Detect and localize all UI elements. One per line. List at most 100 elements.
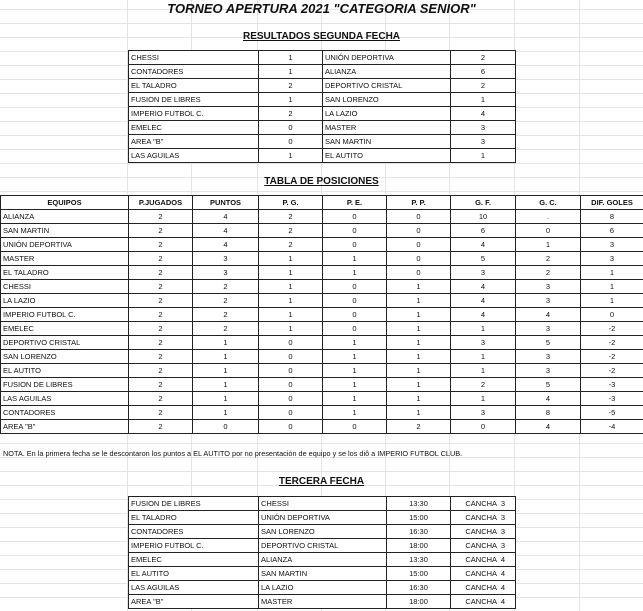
cell: 0 — [580, 307, 643, 322]
fixture-row: EL TALADRO UNIÓN DEPORTIVA 15:00 CANCHA 3 — [128, 510, 516, 525]
cell: CHESSI — [0, 279, 129, 294]
cell: 1 — [258, 293, 323, 308]
cell: 2 — [128, 377, 193, 392]
standings-row: CONTADORES 2 1 0 1 1 3 8 -5 — [0, 405, 643, 420]
cell: 1 — [258, 265, 323, 280]
cell: 4 — [192, 223, 259, 238]
cell: 0 — [258, 363, 323, 378]
cell: 8 — [515, 405, 581, 420]
cell: 1 — [322, 405, 387, 420]
cell: 6 — [450, 64, 516, 79]
cell: EMELEC — [128, 552, 259, 567]
cell: 1 — [258, 64, 323, 79]
cell: 1 — [580, 293, 643, 308]
cell: 2 — [128, 307, 193, 322]
cell: 0 — [258, 377, 323, 392]
cell: UNIÓN DEPORTIVA — [0, 237, 129, 252]
cell: 0 — [322, 307, 387, 322]
cell: 1 — [258, 321, 323, 336]
cell: 2 — [128, 391, 193, 406]
cell: 2 — [192, 321, 259, 336]
standings-row: FUSION DE LIBRES 2 1 0 1 1 2 5 -3 — [0, 377, 643, 392]
cell: 0 — [258, 419, 323, 434]
cell: 1 — [192, 349, 259, 364]
cell: SAN LORENZO — [0, 349, 129, 364]
fixture-row: EMELEC ALIANZA 13:30 CANCHA 4 — [128, 552, 516, 567]
column-header: P. E. — [322, 195, 387, 210]
cell: 1 — [322, 363, 387, 378]
cell: DEPORTIVO CRISTAL — [258, 538, 387, 553]
standings-row: EL AUTITO 2 1 0 1 1 1 3 -2 — [0, 363, 643, 378]
cell: 4 — [450, 279, 516, 294]
cell: 4 — [192, 237, 259, 252]
standings-row: CHESSI 2 2 1 0 1 4 3 1 — [0, 279, 643, 294]
result-row: EMELEC 0 MASTER 3 — [128, 120, 516, 135]
result-row: FUSION DE LIBRES 1 SAN LORENZO 1 — [128, 92, 516, 107]
fixture-row: FUSION DE LIBRES CHESSI 13:30 CANCHA 3 — [128, 496, 516, 511]
cell: 0 — [322, 209, 387, 224]
result-row: EL TALADRO 2 DEPORTIVO CRISTAL 2 — [128, 78, 516, 93]
cell: 1 — [322, 391, 387, 406]
cell: 10 — [450, 209, 516, 224]
column-header: P.JUGADOS — [128, 195, 193, 210]
cell: SAN MARTIN — [322, 134, 451, 149]
cell: 4 — [450, 106, 516, 121]
cell: LAS AGUILAS — [128, 148, 259, 163]
fixture-row: CONTADORES SAN LORENZO 16:30 CANCHA 3 — [128, 524, 516, 539]
standings-row: EMELEC 2 2 1 0 1 1 3 -2 — [0, 321, 643, 336]
cell: 5 — [515, 377, 581, 392]
cell: 0 — [450, 419, 516, 434]
cell: -2 — [580, 363, 643, 378]
cell: 2 — [258, 209, 323, 224]
cell: 1 — [386, 391, 451, 406]
cell: 3 — [450, 120, 516, 135]
cell: 2 — [258, 106, 323, 121]
cell: MASTER — [258, 594, 387, 609]
cell: 1 — [192, 363, 259, 378]
cell: 0 — [322, 223, 387, 238]
third-round-table: FUSION DE LIBRES CHESSI 13:30 CANCHA 3 EL TA… — [128, 496, 516, 609]
cell: 2 — [128, 237, 193, 252]
cell: 2 — [128, 419, 193, 434]
cell: CANCHA 3 — [450, 496, 516, 511]
fixture-row: EL AUTITO SAN MARTIN 15:00 CANCHA 4 — [128, 566, 516, 581]
cell: 1 — [450, 321, 516, 336]
cell: 1 — [386, 293, 451, 308]
cell: SAN MARTIN — [258, 566, 387, 581]
cell: 18:00 — [386, 538, 451, 553]
cell: 3 — [515, 349, 581, 364]
cell: 3 — [580, 251, 643, 266]
cell: UNIÓN DEPORTIVA — [322, 50, 451, 65]
cell: DEPORTIVO CRISTAL — [322, 78, 451, 93]
cell: 1 — [322, 251, 387, 266]
cell: IMPERIO FUTBOL C. — [128, 538, 259, 553]
cell: -2 — [580, 321, 643, 336]
cell: LA LAZIO — [0, 293, 129, 308]
cell: 0 — [386, 251, 451, 266]
result-row: CONTADORES 1 ALIANZA 6 — [128, 64, 516, 79]
column-header: PUNTOS — [192, 195, 259, 210]
cell: 3 — [515, 363, 581, 378]
cell: -3 — [580, 391, 643, 406]
cell: MASTER — [322, 120, 451, 135]
cell: CANCHA 3 — [450, 510, 516, 525]
fixture-row: IMPERIO FUTBOL C. DEPORTIVO CRISTAL 18:00 C… — [128, 538, 516, 553]
cell: 4 — [515, 307, 581, 322]
cell: CANCHA 3 — [450, 524, 516, 539]
cell: 2 — [128, 363, 193, 378]
cell: SAN LORENZO — [322, 92, 451, 107]
cell: 1 — [322, 349, 387, 364]
cell: 1 — [386, 363, 451, 378]
cell: IMPERIO FUTBOL C. — [0, 307, 129, 322]
cell: 4 — [192, 209, 259, 224]
cell: CHESSI — [258, 496, 387, 511]
cell: AREA "B" — [0, 419, 129, 434]
cell: EL AUTITO — [0, 363, 129, 378]
cell: 1 — [450, 92, 516, 107]
cell: EL AUTITO — [128, 566, 259, 581]
cell: 1 — [386, 321, 451, 336]
results-table: CHESSI 1 UNIÓN DEPORTIVA 2 CONTADORES 1 ALIANZ… — [128, 50, 516, 163]
cell: 4 — [515, 419, 581, 434]
cell: 2 — [258, 78, 323, 93]
cell: -4 — [580, 419, 643, 434]
